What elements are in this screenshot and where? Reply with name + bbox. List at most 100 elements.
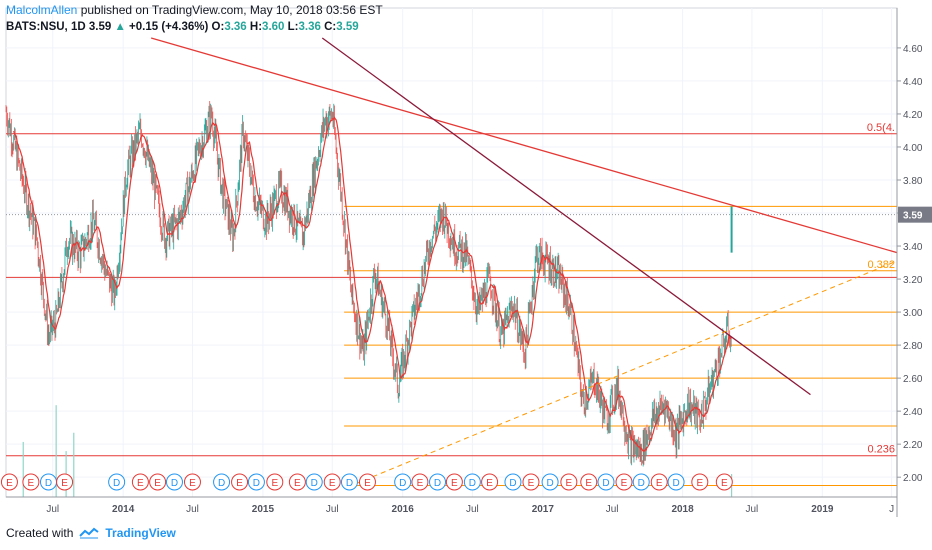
- event-label: D: [638, 478, 645, 489]
- earnings-marker: [56, 473, 74, 491]
- y-tick-label: 4.60: [903, 44, 923, 55]
- earnings-marker: [0, 473, 18, 491]
- level-label: 0.382: [867, 259, 895, 271]
- tradingview-logo-icon: [79, 527, 99, 539]
- event-label: D: [311, 478, 318, 489]
- event-label: E: [486, 478, 493, 489]
- event-label: E: [6, 478, 13, 489]
- earnings-marker: [560, 473, 578, 491]
- dividend-marker: [213, 473, 231, 491]
- earnings-marker: [650, 473, 668, 491]
- publish-info: MalcolmAllen published on TradingView.co…: [6, 2, 383, 18]
- earnings-marker: [266, 473, 284, 491]
- open-label: O:: [211, 21, 225, 33]
- event-label: D: [113, 478, 120, 489]
- event-label: E: [417, 478, 424, 489]
- volume-bar: [55, 405, 57, 497]
- event-label: E: [656, 478, 663, 489]
- event-label: D: [171, 478, 178, 489]
- high-value: 3.60: [262, 21, 285, 33]
- event-label: E: [451, 478, 458, 489]
- dividend-marker: [394, 473, 412, 491]
- x-tick-label: Jul: [186, 504, 199, 515]
- close-value: 3.59: [336, 21, 359, 33]
- up-arrow-icon: ▲: [114, 21, 126, 33]
- x-tick-label: Jul: [326, 504, 339, 515]
- event-label: D: [434, 478, 441, 489]
- y-tick-label: 2.80: [903, 341, 923, 352]
- symbol-legend: BATS:NSU, 1D 3.59 ▲ +0.15 (+4.36%) O:3.3…: [6, 19, 359, 35]
- event-label: D: [45, 478, 52, 489]
- earnings-marker: [580, 473, 598, 491]
- x-tick-label: 2018: [671, 504, 694, 515]
- event-label: D: [672, 478, 679, 489]
- event-label: E: [137, 478, 144, 489]
- y-tick-label: 3.20: [903, 275, 923, 286]
- x-tick-label: 2016: [392, 504, 415, 515]
- y-tick-label: 4.00: [903, 143, 923, 154]
- x-tick-label: 2015: [252, 504, 275, 515]
- event-label: D: [346, 478, 353, 489]
- published-text: published on TradingView.com, May 10, 20…: [80, 3, 383, 17]
- x-tick-label: 2014: [112, 504, 135, 515]
- event-label: E: [621, 478, 628, 489]
- author-link[interactable]: MalcolmAllen: [6, 3, 78, 17]
- y-tick-label: 2.40: [903, 407, 923, 418]
- high-label: H:: [249, 21, 263, 33]
- low-value: 3.36: [298, 21, 321, 33]
- trend-line: [347, 260, 898, 488]
- level-label: 0.236: [867, 444, 895, 456]
- dividend-marker: [247, 473, 265, 491]
- open-value: 3.36: [224, 21, 247, 33]
- earnings-marker: [615, 473, 633, 491]
- y-tick-label: 2.60: [903, 374, 923, 385]
- y-tick-label: 4.20: [903, 110, 923, 121]
- earnings-marker: [22, 473, 40, 491]
- axes: 4.60 4.40 4.20 4.00 3.80 3.60 3.40 3.20 3.00 2.80…: [6, 8, 932, 517]
- dividend-marker: [165, 473, 183, 491]
- event-label: E: [61, 478, 68, 489]
- event-label: E: [528, 478, 535, 489]
- close-label: C:: [324, 21, 337, 33]
- earnings-marker: [231, 473, 249, 491]
- change-value: +0.15 (+4.36%): [129, 21, 209, 33]
- event-label: E: [696, 478, 703, 489]
- x-tick-label: 2017: [532, 504, 555, 515]
- earnings-marker: [149, 473, 167, 491]
- dividend-marker: [541, 473, 559, 491]
- symbol-name[interactable]: BATS:NSU, 1D: [6, 21, 86, 33]
- y-tick-label: 4.40: [903, 77, 923, 88]
- low-label: L:: [287, 21, 299, 33]
- y-tick-label: 2.00: [903, 473, 923, 484]
- dividend-marker: [305, 473, 323, 491]
- event-label: E: [585, 478, 592, 489]
- event-label: E: [329, 478, 336, 489]
- event-label: E: [28, 478, 35, 489]
- earnings-marker: [288, 473, 306, 491]
- event-label: D: [218, 478, 225, 489]
- event-label: E: [154, 478, 161, 489]
- earnings-marker: [183, 473, 201, 491]
- event-label: E: [566, 478, 573, 489]
- x-tick-label: 2019: [811, 504, 834, 515]
- last-price-badge-label: 3.59: [903, 211, 923, 222]
- event-label: E: [364, 478, 371, 489]
- earnings-marker: [715, 473, 733, 491]
- earnings-marker: [323, 473, 341, 491]
- event-label: E: [271, 478, 278, 489]
- earnings-marker: [522, 473, 540, 491]
- y-tick-label: 3.80: [903, 176, 923, 187]
- horizontal-levels: 0.5(4. 0.236 0.382: [6, 122, 897, 486]
- tradingview-link[interactable]: TradingView: [105, 526, 176, 540]
- dividend-marker: [632, 473, 650, 491]
- volume-bar: [73, 432, 75, 497]
- dividend-marker: [597, 473, 615, 491]
- earnings-marker: [481, 473, 499, 491]
- created-with-text: Created with: [6, 526, 74, 540]
- dividend-marker: [108, 473, 126, 491]
- event-label: D: [399, 478, 406, 489]
- y-tick-label: 2.20: [903, 440, 923, 451]
- event-label: E: [721, 478, 728, 489]
- earnings-marker: [131, 473, 149, 491]
